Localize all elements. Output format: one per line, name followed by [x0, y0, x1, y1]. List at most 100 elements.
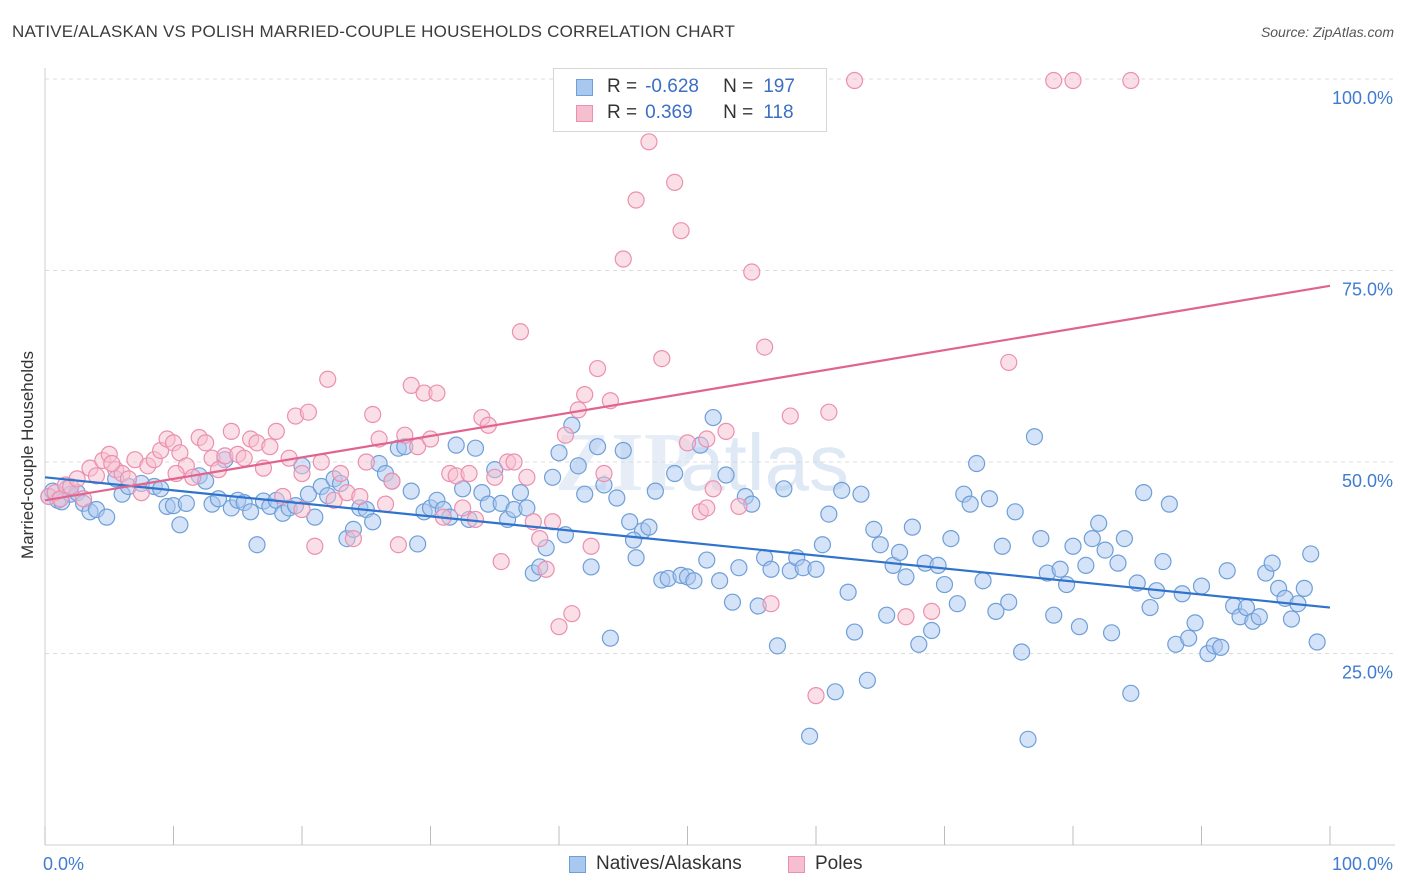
natives-point	[1180, 629, 1198, 647]
natives-point	[871, 536, 889, 554]
natives-point	[768, 637, 787, 655]
poles-point	[556, 426, 575, 444]
natives-point	[1032, 529, 1050, 548]
poles-point	[460, 464, 478, 483]
natives-point	[1250, 608, 1268, 626]
x-tick-label: 0.0%	[43, 854, 84, 874]
poles-point	[588, 359, 607, 378]
natives-point	[299, 485, 318, 503]
natives-point	[1083, 529, 1101, 548]
natives-point	[569, 457, 587, 475]
natives-point	[1218, 562, 1236, 580]
y-tick-label: 100.0%	[1332, 88, 1393, 108]
tick-labels: 25.0% 50.0% 75.0% 100.0% 0.0% 100.0%	[43, 88, 1393, 874]
natives-point	[987, 602, 1005, 620]
poles-point	[402, 376, 420, 394]
natives-point	[685, 572, 703, 590]
watermark: ZIP atlas	[555, 416, 849, 509]
poles-point	[897, 608, 915, 626]
natives-point	[1212, 638, 1230, 656]
natives-swatch	[576, 78, 593, 96]
poles-point	[743, 263, 761, 281]
natives-point	[1109, 554, 1127, 572]
natives-point	[1025, 428, 1044, 446]
source-label: Source: ZipAtlas.com	[1260, 24, 1394, 40]
natives-point	[1064, 537, 1082, 555]
natives-point	[1263, 554, 1281, 572]
poles-point	[698, 430, 716, 448]
legend-item-poles[interactable]: Poles	[788, 852, 863, 876]
poles-point	[781, 407, 799, 425]
natives-point	[910, 635, 928, 653]
legend-r-label: R =	[607, 76, 638, 97]
natives-point	[1154, 552, 1172, 571]
natives-point	[730, 559, 748, 577]
poles-point	[357, 453, 375, 471]
natives-point	[993, 537, 1011, 555]
natives-series-name: Natives/Alaskans	[596, 853, 742, 874]
poles-point	[421, 430, 440, 448]
poles-points	[40, 71, 1140, 705]
natives-point	[723, 593, 742, 611]
natives-point	[948, 595, 966, 613]
poles-swatch	[788, 855, 805, 873]
trend-lines	[44, 284, 1331, 609]
poles-point	[486, 468, 504, 486]
natives-point	[711, 572, 729, 590]
natives-point	[640, 518, 658, 536]
poles-point	[678, 434, 697, 452]
poles-point	[717, 422, 735, 440]
natives-point	[1070, 618, 1089, 636]
y-tick-label: 25.0%	[1342, 663, 1393, 683]
natives-point	[98, 508, 116, 526]
natives-point	[646, 482, 664, 500]
natives-point	[762, 560, 780, 578]
poles-point	[730, 497, 748, 516]
poles-trend-line	[44, 284, 1331, 502]
natives-point	[248, 536, 266, 554]
natives-r-value: -0.628	[645, 76, 699, 97]
natives-point	[698, 551, 716, 569]
natives-point	[1045, 606, 1063, 624]
poles-point	[197, 434, 215, 452]
poles-point	[923, 602, 941, 620]
poles-point	[653, 349, 671, 368]
poles-point	[762, 595, 780, 613]
poles-swatch	[576, 104, 593, 122]
poles-point	[319, 370, 337, 388]
natives-point	[942, 529, 960, 548]
natives-point	[852, 485, 870, 503]
natives-point	[306, 508, 324, 526]
natives-point	[601, 629, 620, 647]
natives-point	[1006, 503, 1024, 521]
legend-row-poles: R = 0.369 N = 118	[576, 101, 794, 125]
poles-point	[383, 472, 401, 490]
poles-point	[1000, 353, 1018, 372]
poles-point	[1064, 71, 1082, 90]
poles-point	[640, 133, 658, 151]
x-tick-label: 100.0%	[1332, 854, 1393, 874]
y-tick-label: 50.0%	[1342, 471, 1393, 491]
legend-item-natives[interactable]: Natives/Alaskans	[569, 852, 742, 876]
chart-title: NATIVE/ALASKAN VS POLISH MARRIED-COUPLE …	[12, 22, 736, 41]
natives-point	[1102, 624, 1121, 642]
poles-point	[755, 338, 774, 356]
natives-point	[402, 482, 420, 500]
y-axis-label: Married-couple Households	[18, 351, 37, 559]
natives-point	[826, 683, 844, 701]
poles-point	[267, 422, 285, 440]
poles-point	[595, 464, 613, 483]
poles-point	[1045, 71, 1063, 90]
poles-point	[299, 403, 318, 421]
correlation-legend: R = -0.628 N = 197 R = 0.369 N = 118	[553, 68, 827, 132]
natives-point	[968, 454, 986, 473]
poles-point	[312, 453, 330, 471]
natives-point	[820, 505, 838, 523]
natives-point	[621, 513, 639, 531]
poles-point	[331, 464, 350, 483]
poles-point	[627, 191, 645, 209]
poles-point	[505, 453, 523, 471]
natives-point	[1000, 593, 1018, 611]
natives-point	[627, 549, 645, 567]
